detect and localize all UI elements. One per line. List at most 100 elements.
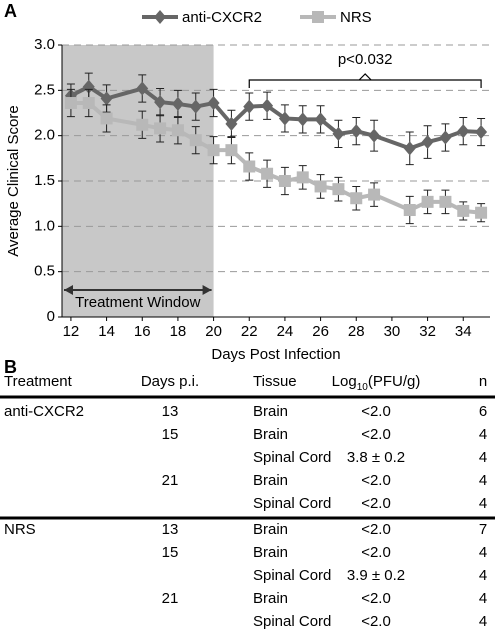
cell: 4	[479, 590, 487, 607]
cell: 4	[479, 613, 487, 630]
cell: Spinal Cord	[253, 613, 331, 630]
marker	[475, 125, 488, 140]
marker	[136, 81, 149, 96]
cell: 4	[479, 472, 487, 489]
cell: 15	[162, 426, 179, 443]
x-tick-label: 16	[134, 323, 151, 340]
legend-label: anti-CXCR2	[182, 9, 262, 26]
marker	[243, 99, 256, 114]
bracket	[248, 73, 482, 88]
marker	[278, 111, 291, 126]
marker	[439, 130, 452, 145]
marker	[403, 204, 416, 217]
marker	[350, 192, 363, 205]
annotation: p<0.032	[338, 51, 393, 68]
header-part: 10	[357, 382, 369, 393]
header-part: (PFU/g)	[368, 373, 421, 390]
marker	[457, 204, 470, 217]
cell: 3.9 ± 0.2	[347, 567, 405, 584]
marker	[82, 79, 95, 94]
cell: Brain	[253, 521, 288, 538]
x-tick-label: 34	[455, 323, 472, 340]
legend-marker	[154, 10, 166, 24]
panel-label: A	[4, 1, 17, 21]
x-tick-label: 20	[205, 323, 222, 340]
marker	[154, 95, 167, 110]
marker	[100, 91, 113, 106]
marker	[100, 112, 113, 125]
cell: Brain	[253, 403, 288, 420]
panel-label: B	[4, 357, 17, 377]
y-tick-label: 0.5	[34, 263, 55, 280]
x-tick-label: 24	[277, 323, 294, 340]
marker	[64, 97, 77, 110]
marker	[314, 180, 327, 193]
x-tick-label: 12	[63, 323, 80, 340]
cell: 7	[479, 521, 487, 538]
marker	[421, 135, 434, 150]
marker	[439, 195, 452, 208]
marker	[475, 206, 488, 219]
column-header: Treatment	[4, 373, 73, 390]
y-tick-label: 2.5	[34, 81, 55, 98]
marker	[403, 141, 416, 156]
cell: 21	[162, 590, 179, 607]
marker	[189, 134, 202, 147]
x-tick-label: 14	[98, 323, 115, 340]
cell: anti-CXCR2	[4, 403, 84, 420]
cell: 15	[162, 544, 179, 561]
marker	[278, 175, 291, 187]
marker	[368, 188, 381, 201]
cell: <2.0	[361, 613, 391, 630]
marker	[82, 97, 95, 110]
y-tick-label: 2.0	[34, 127, 55, 144]
cell: 4	[479, 495, 487, 512]
column-header: Log10(PFU/g)	[332, 373, 421, 393]
marker	[261, 98, 274, 113]
marker	[296, 171, 309, 184]
cell: <2.0	[361, 544, 391, 561]
cell: Spinal Cord	[253, 449, 331, 466]
x-tick-label: 30	[384, 323, 401, 340]
cell: NRS	[4, 521, 36, 538]
marker	[350, 124, 363, 139]
marker	[171, 124, 184, 137]
marker	[314, 112, 327, 127]
cell: <2.0	[361, 521, 391, 538]
cell: 4	[479, 567, 487, 584]
cell: Spinal Cord	[253, 567, 331, 584]
series-line	[70, 101, 482, 215]
cell: Brain	[253, 544, 288, 561]
marker	[207, 96, 220, 111]
marker	[368, 128, 381, 143]
marker	[457, 124, 470, 139]
marker	[332, 183, 345, 196]
cell: <2.0	[361, 472, 391, 489]
y-tick-label: 1.5	[34, 172, 55, 189]
y-tick-label: 1.0	[34, 217, 55, 234]
cell: Brain	[253, 472, 288, 489]
x-tick-label: 18	[170, 323, 187, 340]
column-header: Tissue	[253, 373, 297, 390]
cell: Brain	[253, 590, 288, 607]
cell: Spinal Cord	[253, 495, 331, 512]
y-tick-label: 3.0	[34, 36, 55, 53]
column-header: n	[479, 373, 487, 390]
marker	[421, 195, 434, 208]
x-tick-label: 22	[241, 323, 258, 340]
marker	[171, 96, 184, 111]
marker	[154, 122, 167, 135]
x-tick-label: 28	[348, 323, 365, 340]
x-tick-label: 32	[419, 323, 436, 340]
header-part: Log	[332, 373, 357, 390]
marker	[225, 144, 238, 157]
marker	[296, 112, 309, 127]
cell: <2.0	[361, 403, 391, 420]
series-line	[70, 84, 482, 151]
cell: 21	[162, 472, 179, 489]
marker	[207, 144, 220, 157]
marker	[332, 126, 345, 141]
cell: 4	[479, 449, 487, 466]
legend-label: NRS	[340, 9, 372, 26]
